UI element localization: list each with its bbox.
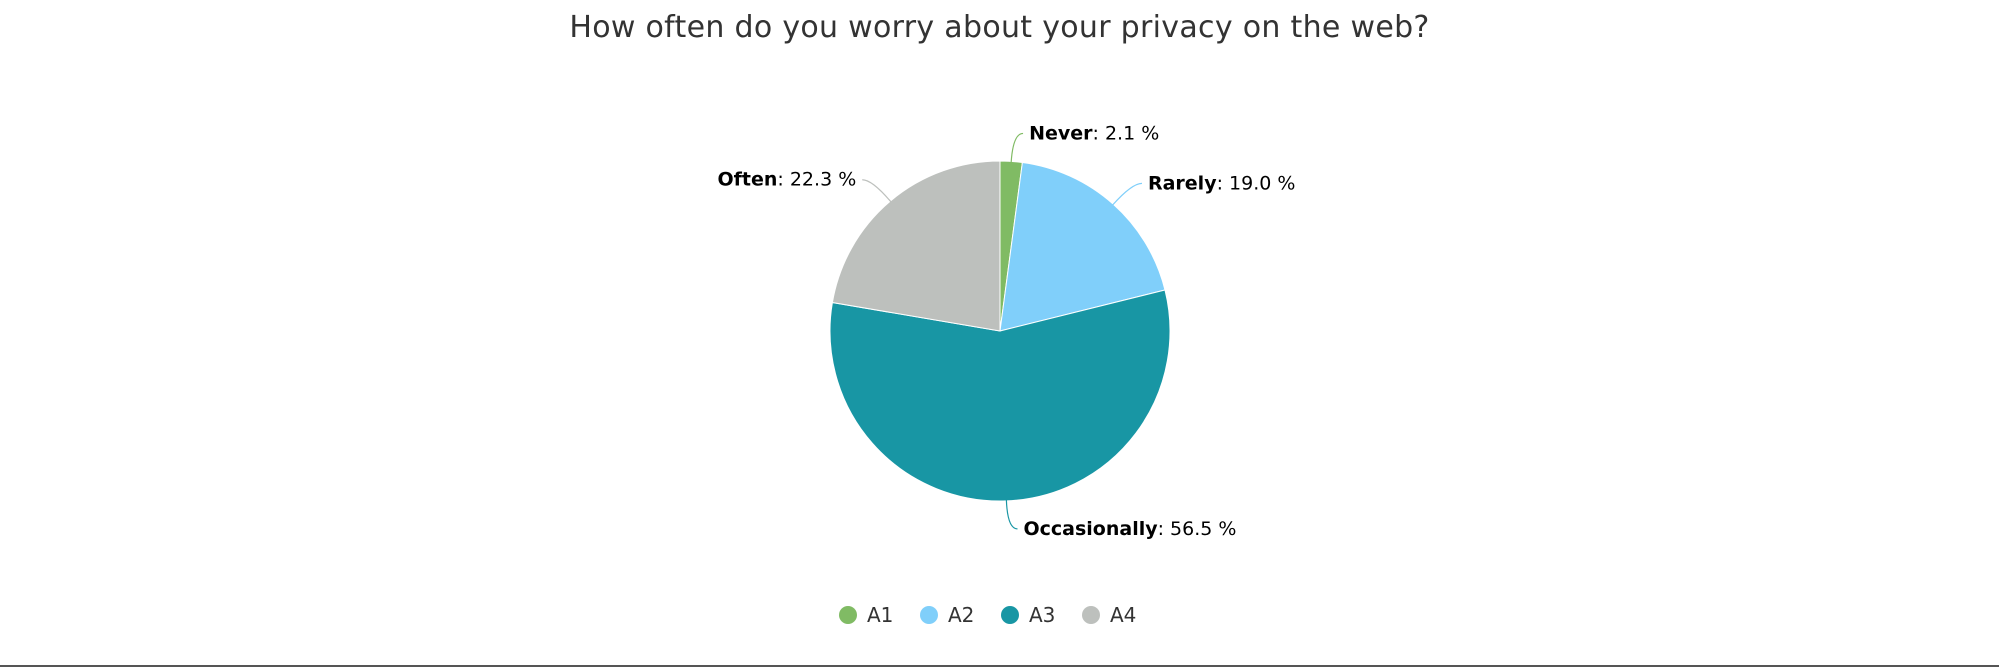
legend-label: A1 [867, 603, 893, 627]
chart-title: How often do you worry about your privac… [569, 10, 1430, 45]
legend-swatch [839, 606, 857, 624]
bottom-border [0, 665, 1999, 667]
legend-swatch [1001, 606, 1019, 624]
connector-never [1010, 132, 1024, 163]
legend: A1 A2 A3 A4 [839, 603, 1136, 627]
legend-label: A4 [1110, 603, 1136, 627]
label-connectors [862, 132, 1143, 530]
data-label-occasionally: Occasionally: 56.5 % [1023, 518, 1236, 540]
legend-label: A2 [948, 603, 974, 627]
pie-slices [829, 160, 1171, 502]
legend-item-a1[interactable]: A1 [839, 603, 893, 627]
connector-occasionally [1005, 499, 1018, 530]
legend-item-a4[interactable]: A4 [1082, 603, 1136, 627]
data-labels: Never: 2.1 % Rarely: 19.0 % Occasionally: … [717, 122, 1295, 539]
data-label-never: Never: 2.1 % [1029, 122, 1159, 144]
legend-item-a2[interactable]: A2 [920, 603, 974, 627]
legend-swatch [920, 606, 938, 624]
pie-slice-often[interactable] [831, 160, 1001, 332]
legend-label: A3 [1029, 603, 1055, 627]
legend-item-a3[interactable]: A3 [1001, 603, 1055, 627]
data-label-rarely: Rarely: 19.0 % [1148, 172, 1295, 194]
connector-rarely [1112, 182, 1143, 206]
connector-often [862, 179, 892, 203]
legend-swatch [1082, 606, 1100, 624]
data-label-often: Often: 22.3 % [717, 169, 856, 191]
